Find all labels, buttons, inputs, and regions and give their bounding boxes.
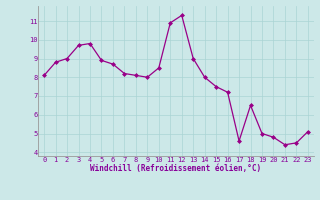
X-axis label: Windchill (Refroidissement éolien,°C): Windchill (Refroidissement éolien,°C) xyxy=(91,164,261,173)
